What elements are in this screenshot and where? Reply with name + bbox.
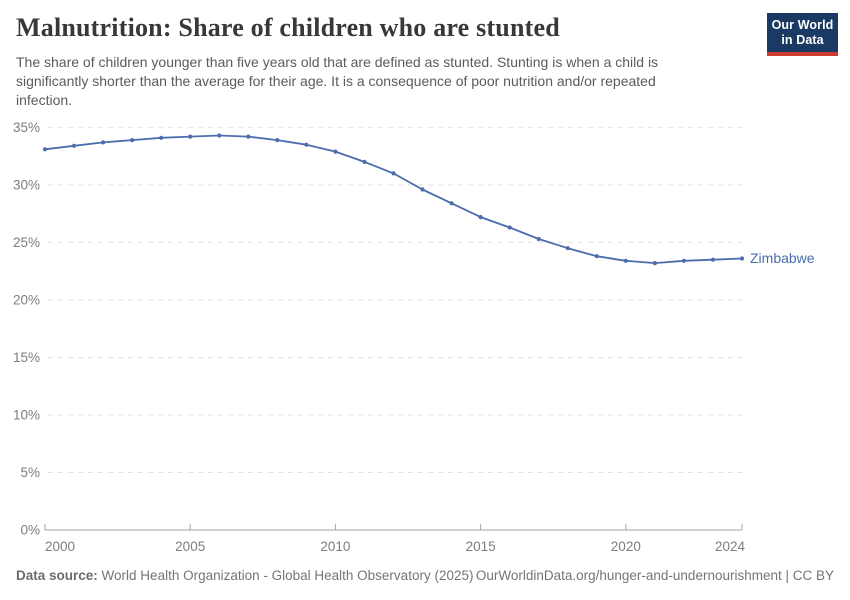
data-point[interactable] <box>449 201 454 206</box>
series-line[interactable] <box>44 134 743 264</box>
chart-footer: Data source: World Health Organization -… <box>16 566 834 585</box>
y-tick-label: 35% <box>13 120 40 135</box>
y-tick-label: 0% <box>20 523 40 538</box>
data-point[interactable] <box>217 133 222 138</box>
page-title: Malnutrition: Share of children who are … <box>16 13 560 42</box>
data-series[interactable] <box>42 133 745 266</box>
line-chart: 0%5%10%15%20%25%30%35% 2000 2005 2010 2015 2… <box>13 120 815 554</box>
data-point[interactable] <box>275 138 280 143</box>
data-source-note: Data source: World Health Organization -… <box>16 566 473 585</box>
data-point[interactable] <box>71 143 77 148</box>
data-point[interactable] <box>652 261 658 266</box>
data-point[interactable] <box>188 134 193 139</box>
x-tick-label: 2020 <box>611 539 641 554</box>
owid-logo-line1: Our World <box>771 18 834 32</box>
data-point[interactable] <box>159 135 164 140</box>
gridlines <box>48 126 745 473</box>
data-point[interactable] <box>565 246 570 251</box>
data-point[interactable] <box>304 142 309 147</box>
data-point[interactable] <box>333 149 338 154</box>
owid-logo-line2: in Data <box>781 33 824 47</box>
x-tick-label: 2005 <box>175 539 205 554</box>
y-axis-labels: 0% 5% 10% 15% 20% 25% 30% 35% <box>13 120 40 538</box>
y-tick-label: 10% <box>13 407 40 422</box>
data-source-value: World Health Organization - Global Healt… <box>101 568 474 583</box>
data-point[interactable] <box>507 225 512 230</box>
x-tick-label: 2010 <box>320 539 350 554</box>
y-tick-label: 25% <box>13 235 40 250</box>
data-point[interactable] <box>681 258 687 263</box>
data-point[interactable] <box>391 171 396 176</box>
data-point[interactable] <box>536 236 541 242</box>
series-end-labels: Zimbabwe <box>750 250 815 266</box>
data-point[interactable] <box>42 147 48 152</box>
x-axis: 2000 2005 2010 2015 2020 2024 <box>44 524 746 554</box>
data-point[interactable] <box>478 215 483 220</box>
data-point[interactable] <box>623 258 628 263</box>
x-tick-label: 2000 <box>45 539 75 554</box>
data-point[interactable] <box>101 140 106 145</box>
y-tick-label: 5% <box>20 465 40 480</box>
subtitle-line: significantly shorter than the average f… <box>16 73 656 89</box>
y-tick-label: 30% <box>13 177 40 192</box>
data-point[interactable] <box>739 256 745 261</box>
data-point[interactable] <box>710 257 716 262</box>
subtitle-line: infection. <box>16 92 73 108</box>
data-point[interactable] <box>594 254 599 259</box>
subtitle-line: The share of children younger than five … <box>16 54 659 70</box>
owid-logo[interactable]: Our World in Data <box>767 13 838 56</box>
data-source-label: Data source: <box>16 568 98 583</box>
data-point[interactable] <box>246 134 251 139</box>
x-tick-label: 2015 <box>466 539 496 554</box>
data-point[interactable] <box>130 138 135 143</box>
data-point[interactable] <box>420 187 425 192</box>
data-point[interactable] <box>362 159 367 164</box>
chart-subtitle: The share of children younger than five … <box>16 53 658 110</box>
owid-credit-link[interactable]: OurWorldinData.org/hunger-and-undernouri… <box>475 568 834 583</box>
series-entity-label: Zimbabwe <box>750 250 815 266</box>
y-tick-label: 20% <box>13 292 40 307</box>
x-tick-label: 2024 <box>715 539 746 554</box>
y-tick-label: 15% <box>13 350 40 365</box>
